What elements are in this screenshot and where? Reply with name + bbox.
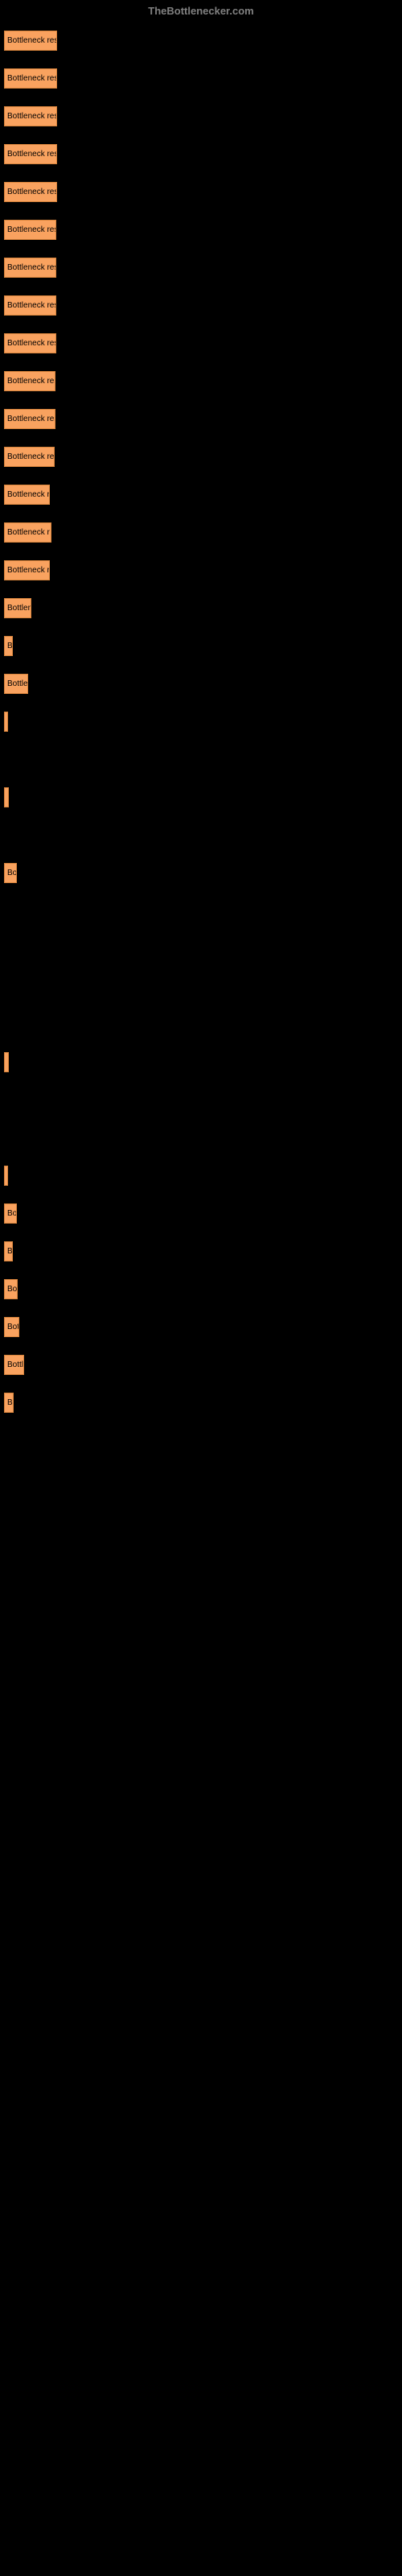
bar: Bottleneck r bbox=[4, 560, 50, 580]
bar-label: Bottleneck res bbox=[7, 339, 56, 348]
bar: Bottleneck r bbox=[4, 522, 51, 543]
bar: Bot bbox=[4, 1317, 19, 1337]
bar: Bottleneck resu bbox=[4, 144, 57, 164]
bar-label: Bottleneck resu bbox=[7, 36, 57, 45]
bar-row: Bottleneck r bbox=[4, 522, 398, 543]
bar-row: Bot bbox=[4, 1317, 398, 1337]
bar bbox=[4, 1052, 9, 1072]
bar-label: Bottleneck res bbox=[7, 225, 56, 234]
bar-label: Bottlen bbox=[7, 604, 31, 613]
bar-label: Bottle bbox=[7, 679, 28, 688]
bar-label: Bottleneck resu bbox=[7, 112, 57, 121]
bar: Bottleneck resu bbox=[4, 68, 57, 89]
bar-row: Bottleneck res bbox=[4, 371, 398, 391]
bar-row: Bottleneck resu bbox=[4, 182, 398, 202]
bar-row: Bottleneck resu bbox=[4, 31, 398, 51]
bar-label: Bottleneck r bbox=[7, 566, 50, 575]
bar-row bbox=[4, 787, 398, 807]
bar-row bbox=[4, 976, 398, 997]
bar-row: B bbox=[4, 1393, 398, 1413]
bar: Bottleneck res bbox=[4, 295, 56, 316]
header: TheBottlenecker.com bbox=[0, 0, 402, 31]
bar-row: Bottleneck resu bbox=[4, 106, 398, 126]
bar-row: Bo bbox=[4, 1203, 398, 1224]
bar-label: Bottleneck resu bbox=[7, 74, 57, 83]
bar-row: Bottleneck res bbox=[4, 220, 398, 240]
bar: Bottle bbox=[4, 674, 28, 694]
bar-row: Bottle bbox=[4, 674, 398, 694]
bar-row: Bottleneck r bbox=[4, 485, 398, 505]
bar-label: Bottleneck r bbox=[7, 490, 50, 499]
bar-row bbox=[4, 749, 398, 770]
bar-row bbox=[4, 1052, 398, 1072]
bar-row: Bottlen bbox=[4, 598, 398, 618]
bar-label: Bottleneck res bbox=[7, 377, 55, 386]
bar-label: Bottleneck res bbox=[7, 301, 56, 310]
page-title: TheBottlenecker.com bbox=[148, 5, 254, 17]
bar-row: Bottleneck res bbox=[4, 295, 398, 316]
bar-label: B bbox=[7, 1398, 13, 1407]
bar: Bo bbox=[4, 863, 17, 883]
bar: Bo bbox=[4, 1279, 18, 1299]
bar: Bottleneck res bbox=[4, 333, 56, 353]
bar: Bottleneck res bbox=[4, 371, 55, 391]
bar-row: Bo bbox=[4, 1279, 398, 1299]
bar-label: Bottleneck resu bbox=[7, 188, 57, 196]
bar: B bbox=[4, 636, 13, 656]
bar: Bo bbox=[4, 1203, 17, 1224]
bar: Bottleneck res bbox=[4, 258, 56, 278]
bar-row bbox=[4, 825, 398, 845]
bar bbox=[4, 712, 8, 732]
bar-row: Bottleneck resu bbox=[4, 144, 398, 164]
bar-row bbox=[4, 939, 398, 959]
bar: Bottleneck res bbox=[4, 220, 56, 240]
bar: Bottleneck resu bbox=[4, 182, 57, 202]
bar: B bbox=[4, 1241, 13, 1261]
bar-label: Bo bbox=[7, 1209, 17, 1218]
bar-label: Bottleneck r bbox=[7, 528, 50, 537]
bar-row: B bbox=[4, 1241, 398, 1261]
bar-label: Bottleneck res bbox=[7, 415, 55, 423]
bar-label: Bottleneck resu bbox=[7, 150, 57, 159]
bar-label: B bbox=[7, 642, 13, 650]
bar-row bbox=[4, 1014, 398, 1034]
bar-row: Bottleneck res bbox=[4, 333, 398, 353]
bar-label: Bo bbox=[7, 869, 17, 877]
bar bbox=[4, 787, 9, 807]
bar-row bbox=[4, 1166, 398, 1186]
bar-row: Bottleneck res bbox=[4, 409, 398, 429]
bar-label: B bbox=[7, 1247, 13, 1256]
bar-label: Bottleneck res bbox=[7, 263, 56, 272]
bar: Bottleneck r bbox=[4, 485, 50, 505]
bar: Bottleneck res bbox=[4, 409, 55, 429]
bar: Bottleneck resu bbox=[4, 31, 57, 51]
bar-row bbox=[4, 901, 398, 921]
bar-label: Bottl bbox=[7, 1360, 23, 1369]
bar: Bottleneck resu bbox=[4, 106, 57, 126]
bar-label: Bo bbox=[7, 1285, 17, 1294]
bar-row bbox=[4, 1090, 398, 1110]
bar-label: Bot bbox=[7, 1323, 19, 1331]
bar-row: Bo bbox=[4, 863, 398, 883]
bar-row bbox=[4, 1128, 398, 1148]
bar: Bottleneck re bbox=[4, 447, 55, 467]
bar-label: Bottleneck re bbox=[7, 452, 54, 461]
bar: Bottlen bbox=[4, 598, 31, 618]
bar bbox=[4, 1166, 8, 1186]
bar: B bbox=[4, 1393, 14, 1413]
bar-row: Bottleneck res bbox=[4, 258, 398, 278]
bar: Bottl bbox=[4, 1355, 24, 1375]
bar-chart: Bottleneck resu Bottleneck resu Bottleneck… bbox=[0, 31, 402, 1413]
bar-row: B bbox=[4, 636, 398, 656]
bar-row: Bottleneck r bbox=[4, 560, 398, 580]
bar-row: Bottleneck resu bbox=[4, 68, 398, 89]
bar-row bbox=[4, 712, 398, 732]
bar-row: Bottl bbox=[4, 1355, 398, 1375]
bar-row: Bottleneck re bbox=[4, 447, 398, 467]
